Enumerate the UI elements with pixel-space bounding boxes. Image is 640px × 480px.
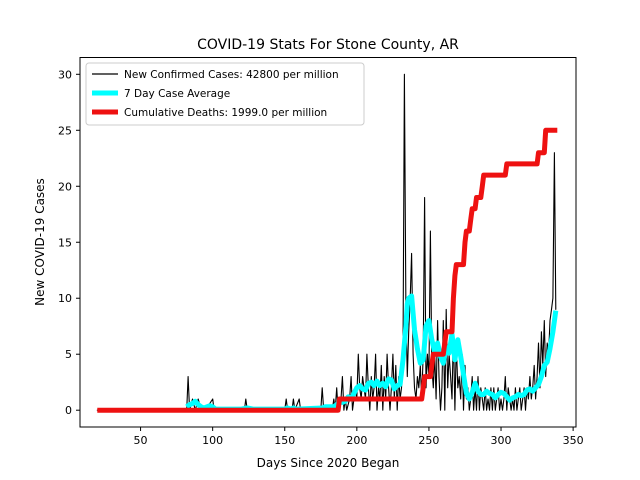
y-tick-label: 30 [58,68,72,81]
x-tick-label: 50 [134,434,148,447]
y-tick-label: 25 [58,124,72,137]
plot-area [96,73,559,413]
x-tick-label: 150 [274,434,295,447]
x-tick-label: 200 [346,434,367,447]
x-axis-label: Days Since 2020 Began [257,456,400,470]
y-tick-label: 20 [58,180,72,193]
legend-label-cumulative-deaths: Cumulative Deaths: 1999.0 per million [124,107,327,119]
y-axis-label: New COVID-19 Cases [33,178,47,306]
legend-label-new-cases: New Confirmed Cases: 42800 per million [124,69,339,81]
y-tick-label: 5 [65,348,72,361]
x-tick-label: 100 [202,434,223,447]
y-tick-label: 15 [58,236,72,249]
x-axis: 50 100 150 200 250 300 350 [134,427,584,447]
x-tick-label: 300 [491,434,512,447]
y-tick-label: 0 [65,404,72,417]
y-axis: 0 5 10 15 20 25 30 [58,68,80,417]
y-tick-label: 10 [58,292,72,305]
cumulative-deaths-line [97,127,558,413]
legend: New Confirmed Cases: 42800 per million 7… [85,62,365,126]
x-tick-label: 350 [563,434,584,447]
legend-label-7day-average: 7 Day Case Average [124,88,230,100]
x-tick-label: 250 [418,434,439,447]
chart-title: COVID-19 Stats For Stone County, AR [197,37,459,53]
legend-box [85,62,365,126]
